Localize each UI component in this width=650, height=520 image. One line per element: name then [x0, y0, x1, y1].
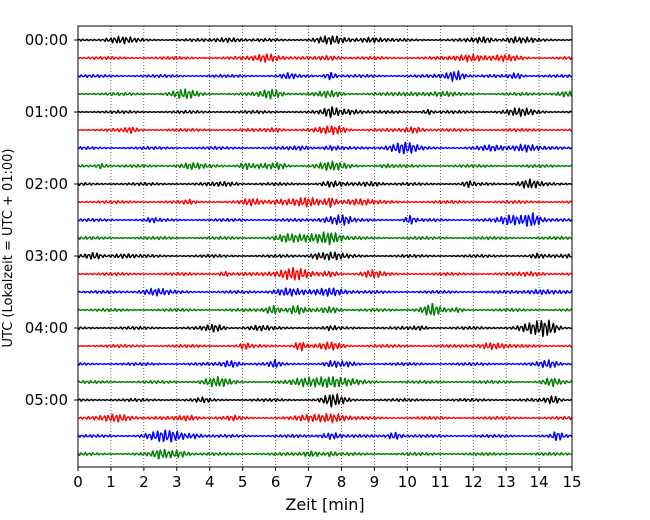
trace-row-0515 — [77, 412, 573, 424]
x-tick-label-9: 9 — [370, 473, 380, 491]
x-tick-label-7: 7 — [304, 473, 314, 491]
trace-row-0430 — [77, 359, 573, 369]
y-tick-label-0400: 04:00 — [25, 319, 68, 337]
trace-row-0200 — [77, 178, 573, 189]
x-tick-label-11: 11 — [431, 473, 450, 491]
trace-row-0145 — [77, 160, 573, 172]
trace-row-0500 — [77, 393, 573, 408]
trace-row-0545 — [77, 448, 573, 460]
y-axis-label: UTC (Lokalzeit = UTC + 01:00) — [1, 149, 16, 348]
y-tick-label-0300: 03:00 — [25, 247, 68, 265]
x-tick-label-10: 10 — [398, 473, 417, 491]
x-tick-label-15: 15 — [562, 473, 581, 491]
plot-frame — [77, 25, 573, 468]
trace-row-0230 — [77, 212, 573, 227]
trace-row-0300 — [77, 251, 573, 261]
trace-row-0130 — [77, 141, 573, 155]
trace-row-0215 — [77, 196, 573, 209]
y-tick-label-0000: 00:00 — [25, 31, 68, 49]
x-axis-ticks: 0 1 2 3 4 5 6 7 8 9 10 11 12 13 14 15 — [73, 467, 582, 491]
trace-row-0015 — [77, 53, 573, 63]
trace-row-0530 — [77, 429, 573, 443]
trace-row-0030 — [77, 70, 573, 82]
y-tick-label-0100: 01:00 — [25, 103, 68, 121]
x-tick-label-3: 3 — [172, 473, 182, 491]
x-tick-label-13: 13 — [497, 473, 516, 491]
trace-row-0345 — [77, 302, 573, 316]
trace-row-0245 — [77, 231, 573, 246]
trace-row-0100 — [77, 106, 573, 119]
trace-row-0330 — [77, 287, 573, 297]
x-tick-label-1: 1 — [106, 473, 116, 491]
x-tick-label-2: 2 — [139, 473, 149, 491]
trace-row-0400 — [77, 319, 573, 338]
trace-row-0000 — [77, 35, 573, 46]
x-tick-label-5: 5 — [238, 473, 248, 491]
trace-row-0045 — [77, 88, 573, 100]
trace-layer — [77, 35, 573, 460]
trace-row-0115 — [77, 125, 573, 136]
x-tick-label-8: 8 — [337, 473, 347, 491]
y-tick-label-0200: 02:00 — [25, 175, 68, 193]
trace-row-0445 — [77, 376, 573, 388]
x-tick-label-12: 12 — [464, 473, 483, 491]
x-tick-label-6: 6 — [271, 473, 281, 491]
x-tick-label-14: 14 — [530, 473, 549, 491]
x-tick-label-0: 0 — [73, 473, 83, 491]
y-tick-label-0500: 05:00 — [25, 391, 68, 409]
trace-row-0415 — [77, 341, 573, 352]
y-axis-ticks: 00:00 01:00 02:00 03:00 04:00 05:00 — [25, 31, 78, 409]
x-axis-label: Zeit [min] — [285, 495, 364, 514]
x-tick-label-4: 4 — [205, 473, 215, 491]
trace-row-0315 — [77, 267, 573, 281]
